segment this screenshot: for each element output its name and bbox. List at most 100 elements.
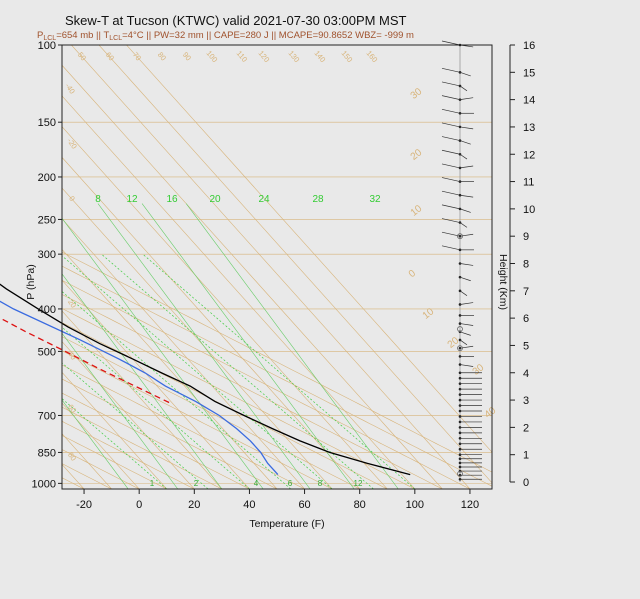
wind-barb <box>459 208 471 213</box>
isotherm-line <box>62 156 360 489</box>
height-tick-label: 6 <box>523 313 529 325</box>
isotherm-line <box>62 249 278 489</box>
wind-barb <box>459 339 468 346</box>
wind-barb <box>459 302 474 305</box>
chart-subtitle: PLCL=654 mb || TLCL=4°C || PW=32 mm || C… <box>37 30 414 42</box>
isotherm-line <box>126 45 492 453</box>
height-tick-label: 0 <box>523 477 529 489</box>
wind-barb <box>441 122 461 128</box>
x-tick-label: 0 <box>136 499 142 511</box>
moist-adiabat-label: 2 <box>194 479 199 488</box>
theta-label: 100 <box>204 49 219 64</box>
y-axis-label: P (hPa) <box>25 264 37 299</box>
moist-adiabat-label: 12 <box>354 479 363 488</box>
x-tick-label: -20 <box>76 499 92 511</box>
isotherm-line <box>62 310 223 489</box>
mixing-ratio-line <box>97 203 311 489</box>
wind-barb <box>441 218 461 223</box>
height-tick-label: 15 <box>523 67 535 79</box>
wind-barb <box>459 126 474 130</box>
p-tick-label: 250 <box>38 214 56 226</box>
wind-calm-circle <box>457 326 463 332</box>
p-tick-label: 300 <box>38 249 56 261</box>
dry-adiabat-label: 0 <box>407 268 419 280</box>
theta-label: 80 <box>156 50 168 62</box>
isotherm-line <box>62 187 333 489</box>
wind-barb <box>459 165 474 169</box>
isotherm-label: 40 <box>66 350 78 362</box>
height-tick-label: 14 <box>523 95 535 107</box>
plot-area <box>0 45 492 489</box>
wind-barb <box>459 323 474 326</box>
p-tick-label: 200 <box>38 172 56 184</box>
mixing-ratio-label: 24 <box>258 194 270 205</box>
wind-barb <box>441 149 461 155</box>
theta-label: 130 <box>286 49 301 64</box>
wind-barb <box>441 231 461 237</box>
dry-adiabat-line <box>62 322 388 489</box>
isotherm-line <box>62 95 416 489</box>
dry-adiabat-line <box>62 406 223 489</box>
p-tick-label: 1000 <box>32 478 56 490</box>
dry-adiabat-line <box>0 45 1 489</box>
moist-adiabat-line <box>62 291 292 489</box>
dry-adiabat-label: 30 <box>471 362 487 378</box>
mixing-ratio-line <box>185 203 399 489</box>
isotherm-line <box>62 371 167 489</box>
wind-barb <box>459 290 468 296</box>
isotherm-line <box>62 402 140 489</box>
wind-barb <box>459 140 471 145</box>
wind-barb <box>441 136 461 141</box>
mixing-ratio-label: 8 <box>95 194 101 205</box>
mixing-ratio-label: 20 <box>209 194 221 205</box>
moist-adiabat-line <box>101 253 374 489</box>
p-tick-label: 400 <box>38 304 56 316</box>
isotherm-line <box>62 218 305 489</box>
moist-adiabat-line <box>62 362 209 489</box>
isotherm-label: 60 <box>66 403 78 415</box>
height-tick-label: 3 <box>523 395 529 407</box>
p-tick-label: 500 <box>38 346 56 358</box>
x-tick-label: 40 <box>243 499 255 511</box>
height-tick-label: 12 <box>523 149 535 161</box>
mixing-ratio-label: 28 <box>312 194 324 205</box>
wind-barb <box>441 245 461 251</box>
dry-adiabat-line <box>62 392 250 489</box>
dry-adiabat-line <box>62 279 471 489</box>
wind-barb <box>441 40 461 46</box>
height-tick-label: 5 <box>523 340 529 352</box>
height-tick-label: 11 <box>523 177 534 189</box>
theta-label: 120 <box>256 49 271 64</box>
wind-barb <box>441 67 461 73</box>
wind-barb <box>459 364 474 367</box>
height-tick-label: 13 <box>523 122 535 134</box>
dry-adiabat-line <box>62 251 492 473</box>
isotherm-line <box>71 45 471 489</box>
wind-barb <box>441 108 461 114</box>
height-axis-label: Height (Km) <box>497 254 509 310</box>
theta-label: 140 <box>312 49 327 64</box>
height-tick-label: 16 <box>523 40 535 52</box>
temperature-line <box>0 283 411 476</box>
wind-barb <box>459 194 474 198</box>
isotherm-line <box>62 64 443 489</box>
moist-adiabat-label: 4 <box>254 479 259 488</box>
height-tick-label: 4 <box>523 368 529 380</box>
isotherm-line <box>62 279 250 489</box>
isotherm-line <box>98 45 492 484</box>
x-tick-label: 60 <box>298 499 310 511</box>
dry-adiabat-label: 10 <box>409 203 425 219</box>
dry-adiabat-line <box>62 294 443 489</box>
dry-adiabat-line <box>62 336 360 489</box>
dewpoint-line <box>0 300 279 476</box>
mixing-ratio-line <box>141 203 355 489</box>
isotherm-label: 20 <box>66 298 78 310</box>
isotherm-label: 80 <box>66 451 78 463</box>
mixing-ratio-line <box>62 332 179 489</box>
dry-adiabat-line <box>62 435 167 489</box>
x-tick-label: 80 <box>354 499 366 511</box>
wind-barb <box>459 97 474 100</box>
dry-adiabat-line <box>62 378 278 489</box>
isotherm-label: 0 <box>67 194 77 203</box>
wind-barb <box>459 276 471 282</box>
